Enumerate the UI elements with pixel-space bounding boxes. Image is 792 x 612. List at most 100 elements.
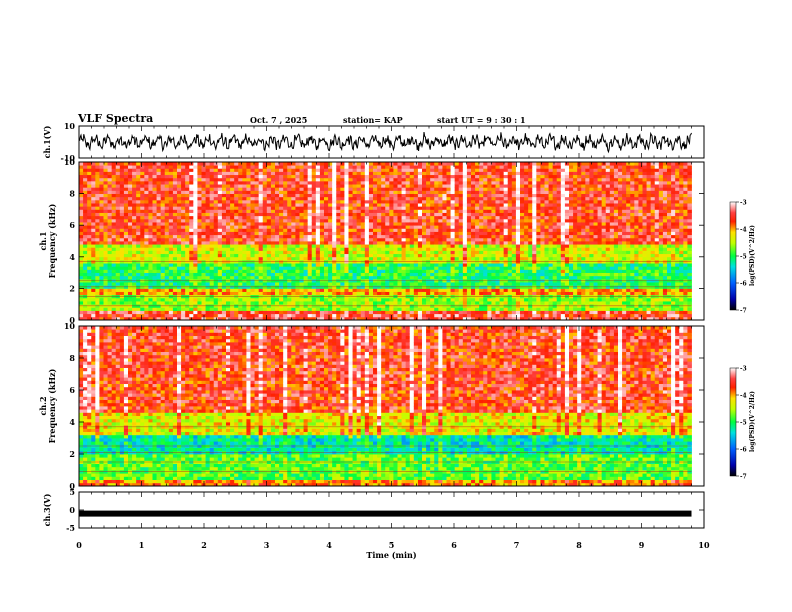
spectrogram-cell bbox=[364, 234, 370, 239]
spectrogram-cell bbox=[144, 171, 149, 176]
spectrogram-cell bbox=[205, 237, 211, 242]
spectrogram-cell bbox=[136, 180, 141, 185]
spectrogram-cell bbox=[242, 269, 247, 273]
spectrogram-cell bbox=[258, 212, 264, 217]
spectrogram-cell bbox=[83, 168, 88, 172]
spectrogram-cell bbox=[454, 228, 460, 232]
spectrogram-cell bbox=[385, 209, 390, 213]
spectrogram-cell bbox=[213, 206, 219, 210]
spectrogram-cell bbox=[148, 228, 153, 232]
spectrogram-cell bbox=[99, 231, 104, 236]
spectrogram-cell bbox=[319, 313, 325, 318]
spectrogram-cell bbox=[270, 215, 276, 220]
spectrogram-cell bbox=[168, 209, 174, 213]
spectrogram-cell bbox=[128, 237, 133, 242]
spectrogram-cell bbox=[213, 288, 219, 292]
spectrogram-cell bbox=[364, 218, 370, 223]
spectrogram-cell bbox=[377, 177, 382, 182]
spectrogram-cell bbox=[128, 313, 133, 318]
spectrogram-cell bbox=[462, 307, 468, 311]
spectrogram-cell bbox=[442, 171, 447, 176]
spectrogram-cell bbox=[360, 222, 366, 226]
spectrogram-cell bbox=[430, 162, 435, 166]
spectrogram-cell bbox=[246, 301, 251, 305]
spectrogram-cell bbox=[217, 180, 223, 185]
spectrogram-cell bbox=[115, 196, 121, 201]
spectrogram-cell bbox=[270, 237, 276, 242]
spectrogram-cell bbox=[303, 193, 309, 198]
spectrogram-cell bbox=[107, 288, 113, 292]
spectrogram-cell bbox=[364, 297, 370, 302]
spectrogram-cell bbox=[413, 237, 419, 242]
spectrogram-cell bbox=[466, 177, 472, 182]
spectrogram-cell bbox=[258, 174, 264, 179]
spectrogram-cell bbox=[177, 231, 182, 236]
spectrogram-cell bbox=[262, 184, 268, 188]
spectrogram-cell bbox=[144, 253, 149, 258]
spectrogram-cell bbox=[377, 212, 382, 217]
spectrogram-cell bbox=[356, 272, 362, 277]
spectrogram-cell bbox=[291, 212, 296, 217]
spectrogram-cell bbox=[315, 291, 321, 296]
spectrogram-cell bbox=[303, 190, 309, 194]
spectrogram-cell bbox=[95, 180, 100, 185]
spectrogram-cell bbox=[299, 244, 304, 248]
spectrogram-cell bbox=[213, 165, 219, 169]
spectrogram-cell bbox=[368, 301, 374, 305]
spectrogram-cell bbox=[466, 253, 472, 258]
spectrogram-cell bbox=[160, 187, 166, 191]
spectrogram-cell bbox=[471, 241, 476, 245]
spectrogram-cell bbox=[450, 187, 456, 191]
spectrogram-cell bbox=[401, 193, 407, 198]
spectrogram-cell bbox=[177, 193, 182, 198]
spectrogram-cell bbox=[115, 162, 121, 166]
spectrogram-cell bbox=[426, 237, 431, 242]
spectrogram-cell bbox=[385, 165, 390, 169]
spectrogram-cell bbox=[83, 193, 88, 198]
spectrogram-cell bbox=[83, 275, 88, 280]
spectrogram-cell bbox=[136, 237, 141, 242]
spectrogram-cell bbox=[111, 196, 117, 201]
spectrogram-cell bbox=[103, 266, 108, 270]
spectrogram-cell bbox=[128, 209, 133, 213]
spectrogram-cell bbox=[254, 275, 260, 280]
spectrogram-cell bbox=[197, 282, 202, 286]
spectrogram-cell bbox=[140, 209, 145, 213]
spectrogram-cell bbox=[226, 316, 231, 321]
spectrogram-cell bbox=[356, 234, 362, 239]
spectrogram-cell bbox=[79, 266, 84, 270]
spectrogram-cell bbox=[438, 228, 443, 232]
spectrogram-cell bbox=[385, 316, 390, 321]
spectrogram-cell bbox=[79, 162, 84, 166]
spectrogram-cell bbox=[303, 310, 309, 315]
spectrogram-cell bbox=[462, 165, 468, 169]
spectrogram-cell bbox=[205, 297, 211, 302]
spectrogram-cell bbox=[246, 288, 251, 292]
spectrogram-cell bbox=[193, 241, 198, 245]
spectrogram-cell bbox=[132, 190, 137, 194]
spectrogram-cell bbox=[103, 250, 108, 255]
spectrogram-cell bbox=[119, 218, 125, 223]
spectrogram-cell bbox=[213, 190, 219, 194]
spectrogram-cell bbox=[91, 253, 96, 258]
spectrogram-cell bbox=[197, 256, 202, 261]
spectrogram-cell bbox=[279, 244, 284, 248]
spectrogram-cell bbox=[156, 218, 162, 223]
spectrogram-cell bbox=[209, 187, 215, 191]
spectrogram-cell bbox=[148, 237, 153, 242]
spectrogram-cell bbox=[332, 180, 337, 185]
spectrogram-cell bbox=[462, 282, 468, 286]
spectrogram-cell bbox=[148, 275, 153, 280]
spectrogram-cell bbox=[368, 256, 374, 261]
spectrogram-cell bbox=[119, 225, 125, 229]
spectrogram-cell bbox=[148, 291, 153, 296]
spectrogram-cell bbox=[389, 256, 394, 261]
spectrogram-cell bbox=[332, 165, 337, 169]
spectrogram-cell bbox=[160, 168, 166, 172]
spectrogram-cell bbox=[266, 180, 272, 185]
spectrogram-cell bbox=[221, 313, 227, 318]
spectrogram-cell bbox=[91, 244, 96, 248]
spectrogram-cell bbox=[336, 171, 341, 176]
spectrogram-cell bbox=[332, 218, 337, 223]
spectrogram-cell bbox=[185, 256, 190, 261]
